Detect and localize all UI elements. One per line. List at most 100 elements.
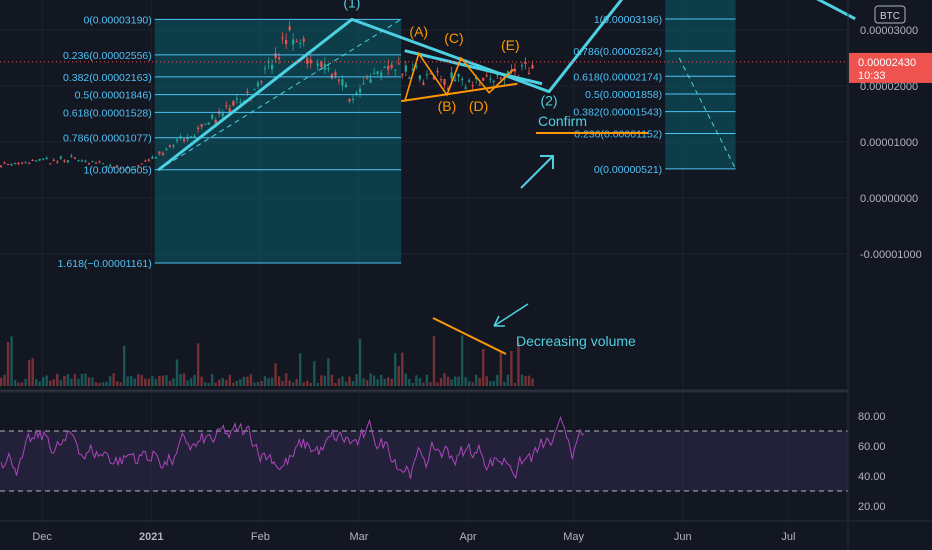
- candle-body: [334, 72, 337, 76]
- candle-body: [263, 68, 267, 70]
- volume-bar: [348, 376, 351, 386]
- candle-body: [3, 162, 6, 164]
- candle-body: [119, 168, 122, 170]
- volume-bar: [42, 377, 45, 386]
- rsi-axis[interactable]: 80.00 60.00 40.00 20.00: [858, 411, 886, 513]
- volume-bar: [376, 379, 379, 386]
- time-tick-label: Mar: [349, 531, 368, 543]
- decreasing-volume-line: [432, 317, 507, 355]
- volume-bar: [249, 374, 253, 386]
- volume-bar: [10, 336, 13, 386]
- candle-body: [499, 77, 502, 79]
- candle-body: [397, 63, 400, 65]
- wave-label: (2): [540, 93, 557, 109]
- triangle-upper-line: [404, 49, 543, 86]
- candle-body: [168, 144, 172, 147]
- time-axis[interactable]: Dec 2021 Feb Mar Apr May Jun Jul: [32, 531, 795, 543]
- candle-body: [137, 165, 140, 167]
- rsi-tick-label: 60.00: [858, 441, 886, 453]
- candle-body: [172, 145, 175, 147]
- volume-bar: [70, 378, 73, 386]
- volume-bar: [450, 379, 453, 386]
- candle-body: [436, 70, 439, 73]
- volume-bar: [59, 380, 63, 386]
- volume-bar: [151, 376, 154, 386]
- candle-body: [478, 84, 481, 86]
- volume-bar: [38, 381, 41, 386]
- volume-bar: [260, 381, 263, 386]
- volume-bar: [147, 379, 151, 386]
- volume-bar: [193, 374, 196, 386]
- volume-bar: [323, 375, 327, 386]
- volume-bar: [337, 378, 341, 386]
- candle-body: [165, 148, 168, 150]
- volume-bar: [316, 382, 319, 386]
- price-axis[interactable]: 0.000050000.000040000.000030000.00002000…: [860, 0, 922, 261]
- candle-body: [112, 166, 115, 168]
- fib-level-label: 0.236(0.00001152): [574, 128, 662, 140]
- candle-body: [281, 37, 284, 39]
- volume-bar: [372, 375, 376, 386]
- volume-bar: [510, 350, 513, 386]
- wave-label: (D): [469, 98, 488, 114]
- volume-bar: [242, 376, 246, 386]
- candle-body: [70, 155, 73, 157]
- candle-body: [316, 63, 319, 66]
- candle-body: [21, 162, 24, 164]
- candle-body: [394, 69, 397, 71]
- price-tick-label: 0.00002000: [860, 81, 918, 93]
- candle-body: [235, 98, 238, 100]
- candle-body: [161, 153, 165, 155]
- candle-body: [77, 160, 80, 162]
- volume-bar: [172, 378, 175, 386]
- volume-bar: [203, 382, 207, 386]
- volume-bar: [218, 379, 221, 386]
- volume-bar: [270, 377, 274, 386]
- candle-body: [341, 79, 344, 86]
- candle-body: [13, 163, 17, 165]
- volume-bar: [207, 382, 210, 386]
- volume-bar: [362, 378, 365, 386]
- volume-bar: [239, 379, 242, 386]
- volume-bar: [235, 380, 239, 386]
- volume-bar: [369, 373, 372, 386]
- candle-body: [154, 156, 157, 159]
- candle-body: [330, 74, 333, 79]
- price-tick-label: 0.00000000: [860, 193, 918, 205]
- wave-label: (B): [438, 98, 457, 114]
- symbol-badge[interactable]: [874, 5, 906, 24]
- candle-body: [133, 168, 136, 170]
- breakout-arrow: [520, 155, 554, 189]
- candle-body: [49, 163, 52, 165]
- candle-body: [380, 72, 383, 76]
- volume-bar: [214, 382, 217, 386]
- fib-level-label: 0(0.00003190): [83, 14, 151, 26]
- volume-bar: [45, 375, 48, 386]
- volume-bar: [267, 378, 270, 386]
- volume-bar: [3, 374, 6, 386]
- candle-body: [80, 160, 84, 162]
- volume-bar: [327, 358, 330, 386]
- volume-bar: [256, 382, 260, 386]
- rsi-band: [0, 431, 848, 491]
- fib-level-label: 0.5(0.00001846): [75, 90, 152, 102]
- price-tick-label: -0.00001000: [860, 249, 922, 261]
- volume-bar: [485, 376, 488, 386]
- volume-bar: [6, 341, 10, 386]
- candle-body: [387, 65, 390, 70]
- triangle-lower-line: [401, 82, 518, 103]
- candle-body: [6, 163, 10, 165]
- candle-body: [337, 79, 341, 81]
- candle-body: [362, 83, 365, 85]
- candle-body: [309, 59, 312, 64]
- rsi-line: [0, 415, 585, 480]
- volume-bar: [179, 373, 182, 386]
- candle-body: [232, 101, 235, 106]
- candle-body: [418, 75, 421, 80]
- volume-bar: [84, 373, 87, 386]
- candle-body: [390, 64, 393, 68]
- fib-level-label: 0(0.00000521): [594, 164, 662, 176]
- candle-body: [101, 163, 105, 165]
- volume-bar: [415, 375, 418, 386]
